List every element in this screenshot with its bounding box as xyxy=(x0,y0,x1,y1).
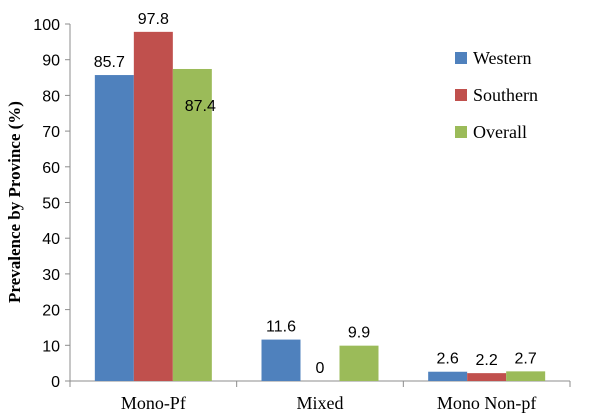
plot-area: 0 10 20 30 40 50 60 70 80 90 100 Mono-Pf 85.7 97.8 87.… xyxy=(33,11,571,413)
y-tick-label: 40 xyxy=(42,231,60,248)
bar xyxy=(506,371,546,381)
bar xyxy=(339,345,379,381)
data-label: 85.7 xyxy=(94,54,125,71)
bar xyxy=(133,31,173,381)
legend-swatch xyxy=(455,89,467,101)
bar xyxy=(172,68,212,382)
bar xyxy=(94,75,134,382)
category-label: Mono Non-pf xyxy=(437,393,537,413)
y-tick-label: 100 xyxy=(33,17,60,34)
legend-swatch xyxy=(455,126,467,138)
bar xyxy=(261,339,301,381)
data-label: 87.4 xyxy=(185,98,216,115)
category-label: Mixed xyxy=(297,393,344,413)
y-tick-label: 70 xyxy=(42,124,60,141)
bar xyxy=(428,371,468,381)
legend-label: Overall xyxy=(473,122,527,142)
data-label: 0 xyxy=(316,360,325,377)
y-tick-label: 80 xyxy=(42,88,60,105)
category-label: Mono-Pf xyxy=(121,393,186,413)
bar xyxy=(467,373,507,381)
y-tick-label: 60 xyxy=(42,160,60,177)
legend-label: Southern xyxy=(473,85,538,105)
data-label: 2.6 xyxy=(437,351,459,368)
legend-label: Western xyxy=(473,48,532,68)
y-tick-label: 10 xyxy=(42,338,60,355)
y-axis-label: Prevalence by Province (%) xyxy=(5,101,24,303)
y-tick-label: 0 xyxy=(51,374,60,391)
data-label: 2.7 xyxy=(515,350,537,367)
data-label: 97.8 xyxy=(138,11,169,28)
legend: Western Southern Overall xyxy=(455,48,538,142)
y-tick-label: 50 xyxy=(42,196,60,213)
legend-swatch xyxy=(455,52,467,64)
data-label: 2.2 xyxy=(476,352,498,369)
data-label: 11.6 xyxy=(266,319,296,336)
data-label: 9.9 xyxy=(348,325,370,342)
y-tick-label: 20 xyxy=(42,303,60,320)
y-tick-label: 90 xyxy=(42,53,60,70)
y-tick-label: 30 xyxy=(42,267,60,284)
